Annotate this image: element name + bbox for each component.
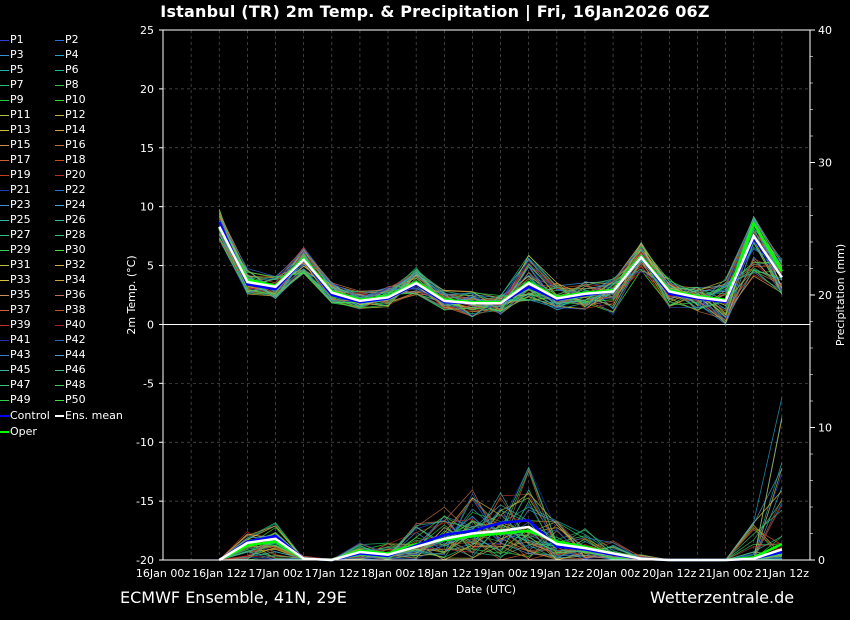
y2-tick-label: 10	[818, 422, 832, 435]
y-tick-label: 0	[147, 318, 154, 331]
x-axis-label: Date (UTC)	[456, 583, 516, 596]
x-tick-label: 19Jan 12z	[530, 567, 584, 580]
y2-tick-label: 40	[818, 24, 832, 37]
y-tick-label: 20	[140, 83, 154, 96]
x-tick-label: 16Jan 12z	[192, 567, 246, 580]
x-tick-label: 19Jan 00z	[473, 567, 527, 580]
y-tick-label: 5	[147, 260, 154, 273]
y-tick-label: -20	[136, 554, 154, 567]
footer-source: ECMWF Ensemble, 41N, 29E	[120, 588, 347, 607]
footer-site: Wetterzentrale.de	[650, 588, 794, 607]
y-axis-label: 2m Temp. (°C)	[125, 255, 138, 334]
x-tick-label: 16Jan 00z	[136, 567, 190, 580]
x-tick-label: 17Jan 00z	[248, 567, 302, 580]
x-tick-label: 18Jan 12z	[417, 567, 471, 580]
y-tick-label: 10	[140, 201, 154, 214]
x-tick-label: 20Jan 00z	[586, 567, 640, 580]
y2-tick-label: 0	[818, 554, 825, 567]
y-tick-label: 15	[140, 142, 154, 155]
y2-axis-label: Precipitation (mm)	[834, 244, 847, 346]
y-tick-label: -15	[136, 495, 154, 508]
y-tick-label: -10	[136, 436, 154, 449]
y-tick-label: 25	[140, 24, 154, 37]
x-tick-label: 17Jan 12z	[305, 567, 359, 580]
x-tick-label: 21Jan 00z	[698, 567, 752, 580]
x-tick-label: 20Jan 12z	[642, 567, 696, 580]
x-tick-label: 21Jan 12z	[755, 567, 809, 580]
y2-tick-label: 20	[818, 289, 832, 302]
x-tick-label: 18Jan 00z	[361, 567, 415, 580]
y2-tick-label: 30	[818, 157, 832, 170]
y-tick-label: -5	[143, 377, 154, 390]
